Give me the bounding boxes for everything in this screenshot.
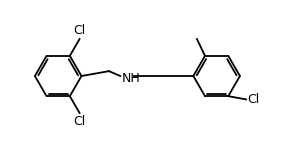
Text: Cl: Cl [73, 24, 86, 37]
Text: Cl: Cl [248, 93, 260, 106]
Text: NH: NH [122, 72, 141, 85]
Text: Cl: Cl [73, 115, 86, 128]
